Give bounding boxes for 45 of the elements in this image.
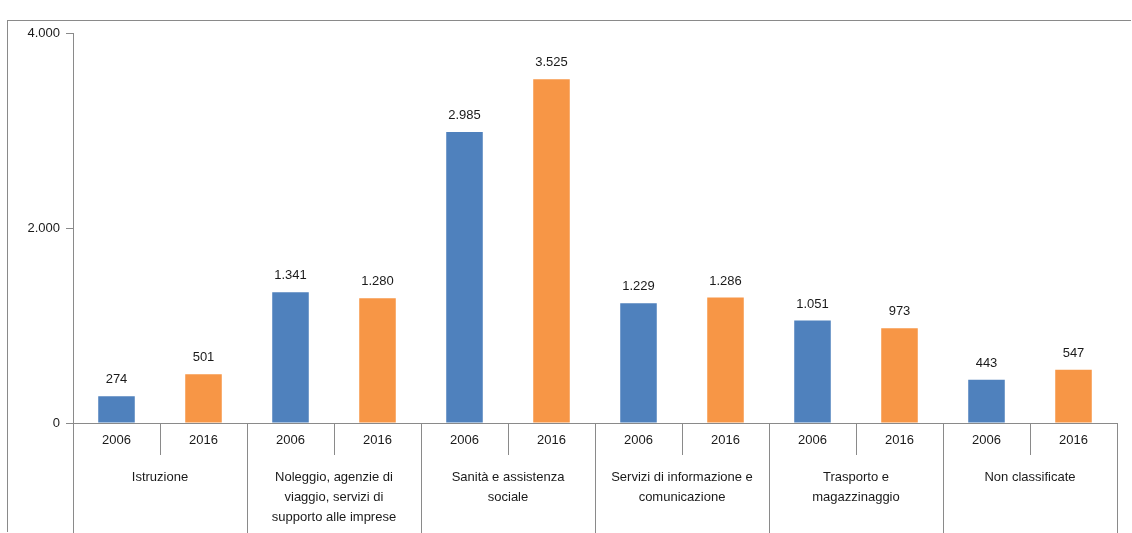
data-label: 274 xyxy=(105,371,128,387)
data-label: 1.341 xyxy=(274,267,307,283)
text: 2006 xyxy=(450,431,479,447)
bar xyxy=(1055,369,1092,423)
y-tick-label: 2.000 xyxy=(27,219,60,235)
series-label: 2006 xyxy=(102,431,131,447)
bar xyxy=(968,379,1005,423)
bar xyxy=(359,298,396,423)
bar xyxy=(794,320,831,423)
x-tick-label: Trasporto e magazzinaggio xyxy=(812,468,900,504)
bar xyxy=(446,131,483,423)
text: 2016 xyxy=(885,431,914,447)
x-tick-label: Istruzione xyxy=(131,468,189,484)
data-label: 501 xyxy=(192,349,215,365)
bar xyxy=(98,396,135,423)
text: 2016 xyxy=(1059,431,1088,447)
data-label: 1.280 xyxy=(361,273,394,289)
data-label: 1.229 xyxy=(622,278,655,294)
x-tick-label: Sanità e assistenza sociale xyxy=(451,468,566,504)
text: 2016 xyxy=(363,431,392,447)
data-label: 1.286 xyxy=(709,272,742,288)
bar xyxy=(620,303,657,423)
data-label: 3.525 xyxy=(535,54,568,70)
text: 2006 xyxy=(972,431,1001,447)
text: 2006 xyxy=(276,431,305,447)
data-label: 2.985 xyxy=(448,107,481,123)
data-label: 547 xyxy=(1062,344,1085,360)
data-label: 973 xyxy=(888,303,911,319)
bar xyxy=(707,297,744,423)
data-label: 443 xyxy=(975,354,998,370)
bar xyxy=(185,374,222,423)
text: 2016 xyxy=(537,431,566,447)
x-tick-label: Servizi di informazione e comunicazione xyxy=(611,468,753,504)
text: 2006 xyxy=(624,431,653,447)
bar xyxy=(881,328,918,423)
text: 2006 xyxy=(798,431,827,447)
x-tick-label: Non classificate xyxy=(984,468,1076,484)
bar xyxy=(272,292,309,423)
y-tick-label: 0 xyxy=(52,414,60,430)
x-tick-label: Noleggio, agenzie di viaggio, servizi di supporto alle imprese xyxy=(271,468,397,524)
y-tick-label: 4.000 xyxy=(27,24,60,40)
text: 2016 xyxy=(711,431,740,447)
series-label: 2016 xyxy=(189,431,218,447)
data-label: 1.051 xyxy=(796,295,829,311)
bar xyxy=(533,79,570,423)
